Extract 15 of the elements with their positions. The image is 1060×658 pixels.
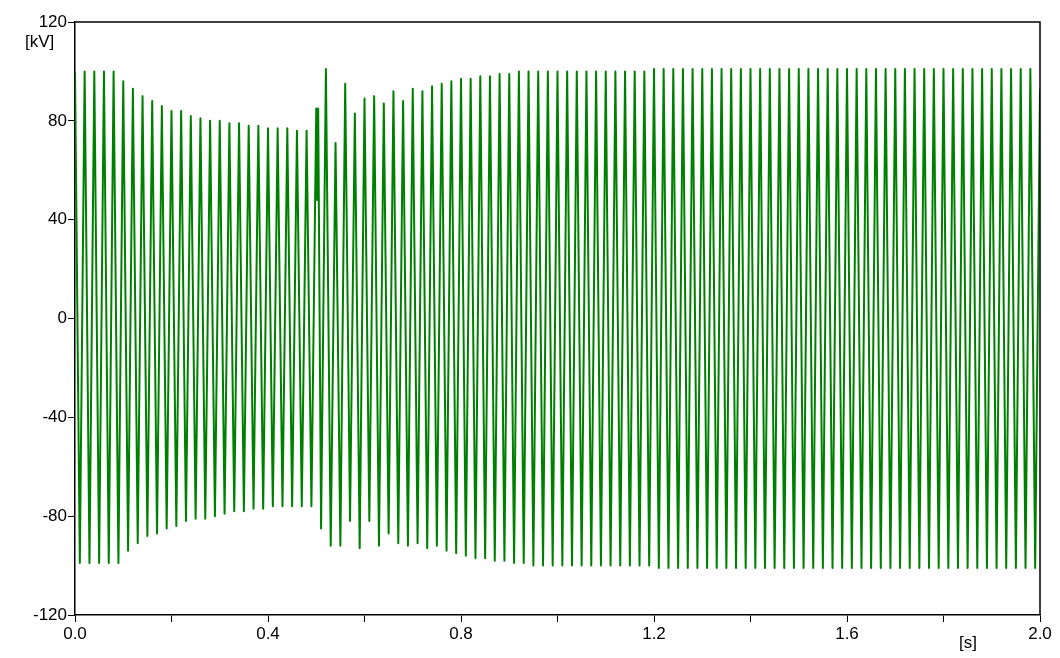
y-tick-label: 40 (48, 209, 67, 229)
y-tick-label: 80 (48, 110, 67, 130)
x-axis-title: [s] (959, 633, 977, 653)
x-tick-label: 0.8 (449, 623, 473, 643)
y-tick-label: -80 (42, 505, 67, 525)
x-tick-label: 1.6 (835, 623, 859, 643)
y-tick-label: -120 (32, 604, 67, 624)
x-tick-label: 2.0 (1028, 623, 1052, 643)
y-tick-label: 120 (38, 11, 67, 31)
x-tick-label: 0.4 (256, 623, 280, 643)
x-tick-label: 1.2 (642, 623, 666, 643)
y-tick-label: 0 (57, 308, 67, 328)
y-tick-label: -40 (42, 407, 67, 427)
y-axis-title: [kV] (25, 32, 55, 52)
x-tick-label: 0.0 (63, 623, 87, 643)
